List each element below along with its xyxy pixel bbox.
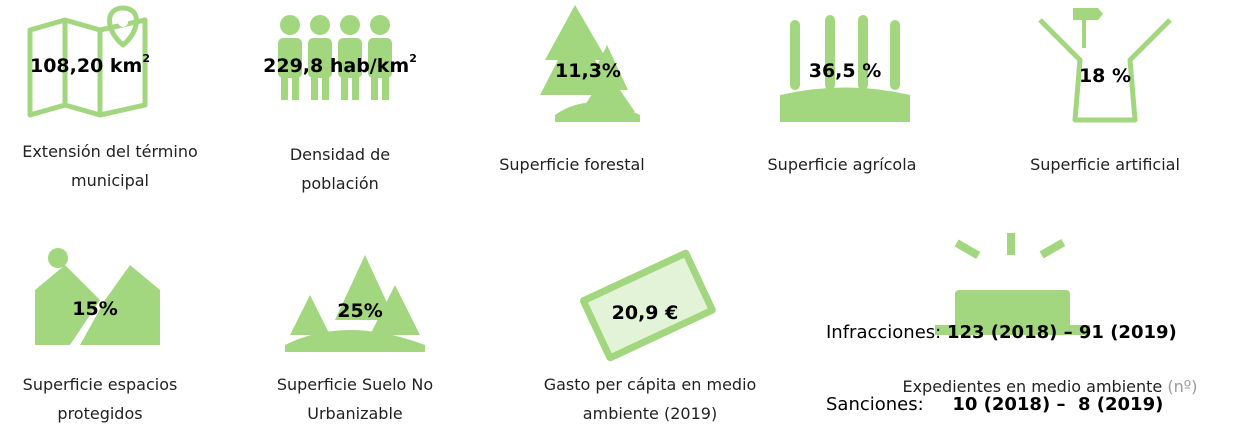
superscript: 2 <box>142 52 151 65</box>
label: Extensión del término municipal <box>22 137 198 195</box>
label-line: población <box>301 174 379 193</box>
label-line: Densidad de <box>289 145 391 164</box>
label-line: Gasto per cápita en medio <box>543 375 757 394</box>
value-text: 108,20 km <box>29 55 143 77</box>
label: Densidad de población <box>290 140 390 198</box>
value: 229,8 hab/km2 <box>263 52 417 77</box>
value: 36,5 % <box>808 60 882 82</box>
value-text: 229,8 hab/km <box>263 55 410 77</box>
value: 18 % <box>1078 65 1132 87</box>
label: Superficie espacios protegidos <box>23 370 178 428</box>
value: 15% <box>72 298 118 320</box>
expedientes-table: Infracciones: 123 (2018) – 91 (2019) San… <box>826 273 1177 441</box>
superscript: 2 <box>409 52 417 65</box>
label: Expedientes en medio ambiente (nº) <box>902 372 1197 401</box>
label: Superficie Suelo No Urbanizable <box>277 370 433 428</box>
row: Infracciones: 123 (2018) – 91 (2019) <box>826 321 1177 345</box>
row-value: 123 (2018) – 91 (2019) <box>946 322 1177 343</box>
row-value: 10 (2018) – 8 (2019) <box>952 394 1164 415</box>
unit: (nº) <box>1167 377 1198 396</box>
row-label: Infracciones: <box>826 322 942 343</box>
value: 20,9 € <box>611 302 679 324</box>
label-line: Superficie espacios <box>22 375 178 394</box>
label: Superficie artificial <box>1030 155 1180 174</box>
value: 25% <box>337 300 383 322</box>
row: Sanciones: 10 (2018) – 8 (2019) <box>826 393 1177 417</box>
label-line: Superficie Suelo No <box>276 375 434 394</box>
label-line: Urbanizable <box>307 404 403 423</box>
label-line: Extensión del término <box>22 142 198 161</box>
label-text: Expedientes en medio ambiente <box>902 377 1163 396</box>
label: Gasto per cápita en medio ambiente (2019) <box>544 370 757 428</box>
row-label: Sanciones: <box>826 394 924 415</box>
label: Superficie forestal <box>499 155 645 174</box>
label-line: ambiente (2019) <box>582 404 718 423</box>
value: 108,20 km2 <box>30 52 150 77</box>
page: 108,20 km2 229,8 hab/km2 11,3% 36,5 % 18… <box>22 5 1198 428</box>
value: 11,3% <box>555 60 621 82</box>
label: Superficie agrícola <box>767 155 917 174</box>
label-line: protegidos <box>57 404 143 423</box>
icons <box>27 5 1172 362</box>
label-line: municipal <box>71 171 149 190</box>
